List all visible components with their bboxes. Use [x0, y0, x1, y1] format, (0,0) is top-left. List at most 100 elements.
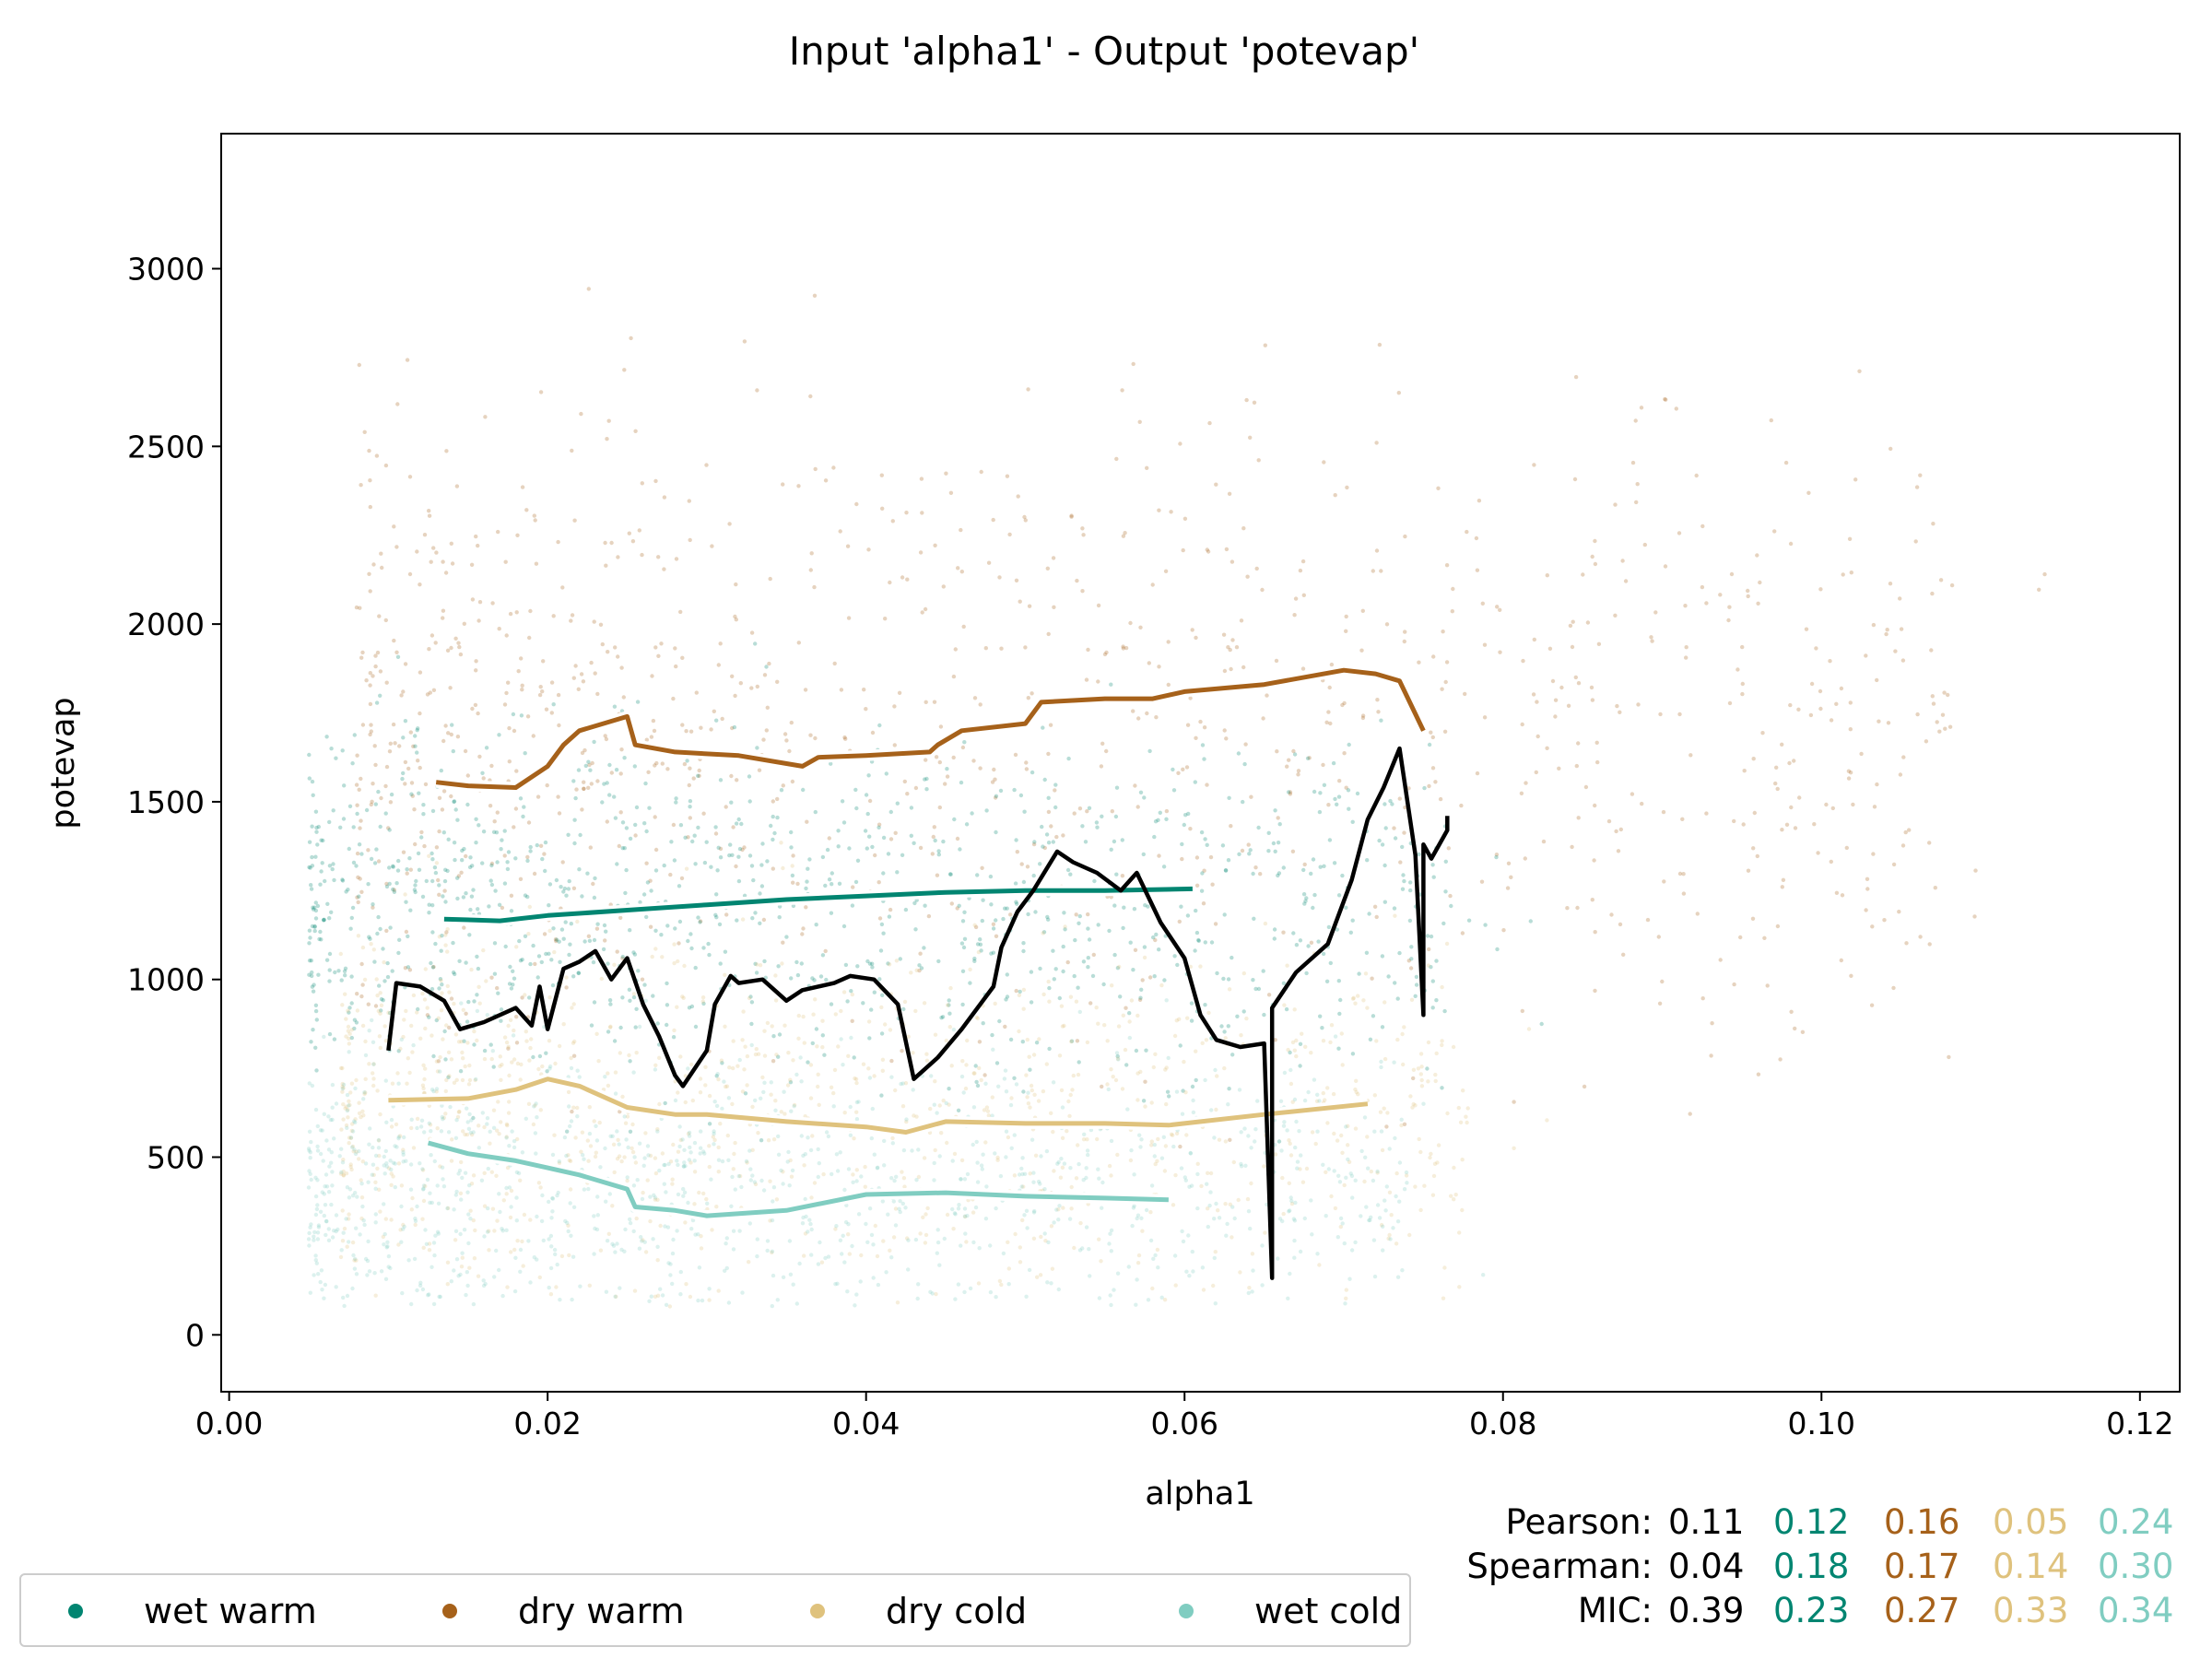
scatter-point [1190, 1249, 1195, 1254]
scatter-point [1363, 971, 1369, 976]
scatter-point [742, 845, 747, 850]
scatter-point [664, 1302, 669, 1308]
scatter-point [1793, 826, 1798, 830]
scatter-point [423, 782, 429, 787]
scatter-point [406, 965, 411, 970]
scatter-point [871, 1242, 876, 1247]
scatter-point [1195, 1161, 1200, 1167]
scatter-point [1244, 397, 1249, 403]
scatter-point [789, 976, 794, 981]
scatter-point [1808, 712, 1814, 718]
scatter-point [586, 759, 591, 764]
scatter-point [986, 1113, 992, 1118]
scatter-point [1370, 976, 1374, 981]
scatter-point [1069, 1184, 1074, 1190]
scatter-point [619, 665, 624, 670]
scatter-point [713, 831, 719, 836]
scatter-point [870, 844, 875, 850]
scatter-point [1326, 710, 1331, 714]
scatter-point [541, 659, 546, 664]
scatter-point [781, 1275, 786, 1280]
scatter-point [624, 826, 629, 830]
scatter-point [1570, 844, 1574, 850]
scatter-point [801, 1014, 806, 1019]
scatter-point [1020, 1171, 1025, 1177]
scatter-point [409, 1117, 414, 1123]
scatter-point [575, 1114, 580, 1119]
scatter-point [1411, 1101, 1416, 1107]
scatter-point [1112, 952, 1117, 958]
scatter-point [1186, 1233, 1191, 1238]
scatter-point [403, 892, 407, 897]
scatter-point [1027, 1054, 1031, 1059]
scatter-point [362, 429, 367, 434]
scatter-point [396, 1049, 401, 1053]
scatter-point [391, 864, 395, 868]
scatter-point [680, 655, 685, 660]
scatter-point [632, 1155, 637, 1159]
scatter-point [1789, 1009, 1794, 1015]
scatter-point [391, 722, 396, 727]
scatter-point [714, 1074, 719, 1078]
scatter-point [378, 991, 382, 995]
scatter-point [474, 668, 478, 673]
scatter-point [904, 511, 909, 515]
scatter-point [1403, 629, 1407, 634]
scatter-point [1495, 605, 1500, 609]
scatter-point [352, 1119, 357, 1124]
scatter-point [881, 931, 886, 935]
scatter-point [1014, 1082, 1019, 1087]
scatter-point [368, 936, 372, 941]
scatter-point [1008, 912, 1013, 917]
scatter-point [343, 992, 347, 996]
scatter-point [383, 618, 388, 623]
scatter-point [532, 1255, 536, 1260]
scatter-point [1241, 526, 1246, 531]
scatter-point [902, 999, 908, 1005]
scatter-point [688, 1160, 693, 1165]
scatter-point [566, 1223, 571, 1228]
scatter-point [503, 944, 508, 949]
scatter-point [838, 1150, 842, 1155]
scatter-point [416, 851, 421, 856]
scatter-point [991, 517, 995, 523]
scatter-point [1360, 715, 1366, 721]
scatter-point [651, 1237, 655, 1241]
scatter-point [688, 932, 693, 936]
scatter-point [1155, 1247, 1160, 1253]
scatter-point [1289, 1201, 1295, 1206]
scatter-point [1239, 1130, 1243, 1135]
scatter-point [1298, 1249, 1303, 1254]
scatter-point [1149, 1143, 1154, 1147]
stat-value: 0.27 [1884, 1591, 1959, 1630]
scatter-point [356, 875, 360, 880]
scatter-point [393, 1184, 397, 1190]
scatter-point [979, 1163, 984, 1168]
scatter-point [1152, 834, 1157, 840]
y-tick-label: 500 [147, 1140, 205, 1176]
scatter-point [420, 1168, 426, 1172]
scatter-point [886, 1212, 890, 1217]
scatter-point [456, 1171, 461, 1176]
scatter-point [350, 1144, 356, 1149]
scatter-point [1084, 677, 1089, 682]
legend-marker [810, 1604, 825, 1618]
scatter-point [560, 860, 565, 865]
scatter-point [1606, 818, 1612, 824]
scatter-point [1738, 935, 1743, 940]
scatter-point [1871, 622, 1877, 628]
scatter-point [1419, 1077, 1424, 1083]
scatter-point [323, 1184, 327, 1189]
scatter-point [737, 1173, 743, 1179]
scatter-point [1074, 1176, 1079, 1181]
scatter-point [385, 1244, 390, 1249]
scatter-point [477, 1001, 482, 1006]
scatter-point [528, 608, 533, 614]
scatter-point [655, 1127, 660, 1132]
scatter-point [688, 766, 692, 771]
scatter-point [880, 1057, 886, 1063]
scatter-point [513, 1255, 518, 1261]
x-tick-label: 0.12 [2106, 1406, 2173, 1441]
scatter-point [313, 809, 319, 814]
scatter-point [434, 1089, 439, 1094]
